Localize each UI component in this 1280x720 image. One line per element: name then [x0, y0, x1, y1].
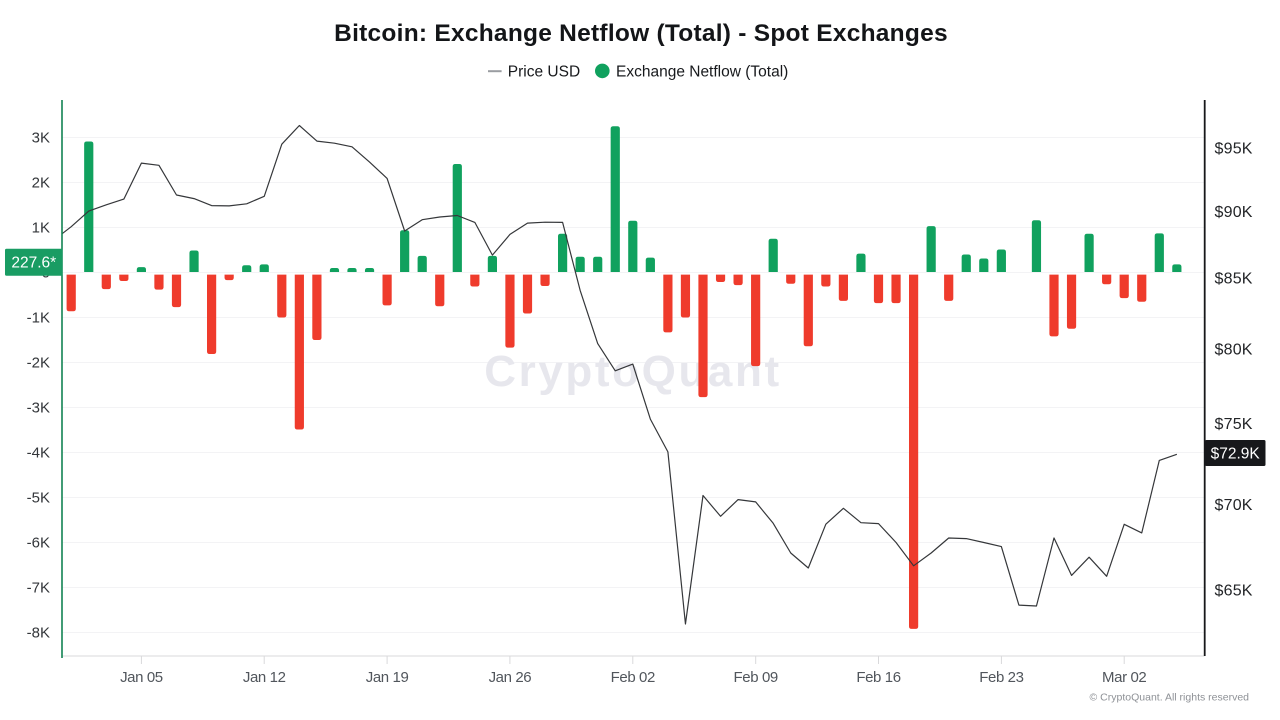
svg-text:Feb 23: Feb 23	[979, 669, 1023, 686]
svg-text:$80K: $80K	[1215, 341, 1253, 358]
svg-text:$70K: $70K	[1215, 497, 1253, 514]
svg-text:Jan 12: Jan 12	[243, 669, 286, 686]
svg-text:Price USD: Price USD	[508, 64, 580, 81]
svg-text:227.6*: 227.6*	[11, 255, 56, 272]
svg-text:$75K: $75K	[1215, 416, 1253, 433]
svg-text:$95K: $95K	[1215, 141, 1253, 158]
svg-text:CryptoQuant: CryptoQuant	[484, 347, 781, 396]
svg-text:Feb 02: Feb 02	[611, 669, 655, 686]
svg-text:Mar 02: Mar 02	[1102, 669, 1146, 686]
svg-text:Feb 16: Feb 16	[856, 669, 900, 686]
svg-text:-6K: -6K	[27, 535, 50, 552]
svg-text:Jan 05: Jan 05	[120, 669, 163, 686]
svg-text:3K: 3K	[32, 130, 50, 147]
svg-text:Jan 26: Jan 26	[489, 669, 532, 686]
svg-text:1K: 1K	[32, 220, 50, 237]
svg-text:-4K: -4K	[27, 445, 50, 462]
svg-text:Jan 19: Jan 19	[366, 669, 409, 686]
svg-text:$72.9K: $72.9K	[1211, 446, 1261, 463]
svg-text:-7K: -7K	[27, 580, 50, 597]
svg-text:2K: 2K	[32, 175, 50, 192]
svg-text:-3K: -3K	[27, 400, 50, 417]
svg-text:-5K: -5K	[27, 490, 50, 507]
svg-text:Exchange Netflow (Total): Exchange Netflow (Total)	[616, 64, 788, 81]
svg-text:Feb 09: Feb 09	[734, 669, 778, 686]
svg-text:$85K: $85K	[1215, 271, 1253, 288]
svg-text:$90K: $90K	[1215, 204, 1253, 221]
svg-text:-8K: -8K	[27, 625, 50, 642]
svg-text:© CryptoQuant. All rights rese: © CryptoQuant. All rights reserved	[1090, 692, 1250, 704]
svg-text:-1K: -1K	[27, 310, 50, 327]
svg-text:Bitcoin: Exchange Netflow (Tot: Bitcoin: Exchange Netflow (Total) - Spot…	[334, 20, 948, 47]
svg-text:$65K: $65K	[1215, 583, 1253, 600]
svg-text:-2K: -2K	[27, 355, 50, 372]
